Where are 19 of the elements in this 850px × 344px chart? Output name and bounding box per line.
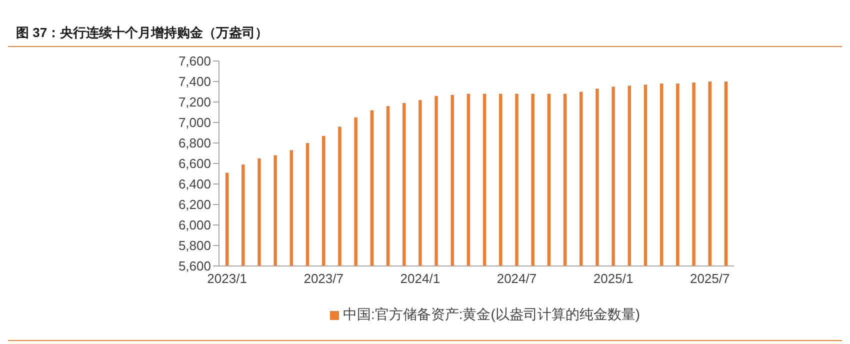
- y-tick-label: 7,400: [178, 74, 211, 90]
- y-tick-label: 7,000: [178, 115, 211, 130]
- y-tick-label: 7,200: [178, 94, 211, 110]
- y-tick-label: 6,400: [178, 176, 211, 192]
- x-tick-label: 2025/1: [593, 271, 634, 286]
- x-tick-label: 2024/7: [496, 271, 537, 286]
- x-tick-label: 2025/7: [690, 271, 730, 286]
- y-tick-label: 6,800: [178, 136, 211, 151]
- y-tick-label: 7,600: [178, 54, 211, 69]
- x-tick-label: 2024/1: [400, 271, 440, 286]
- x-tick-label: 2023/7: [304, 271, 344, 286]
- chart-title: 图 37：央行连续十个月增持购金（万盎司）: [8, 8, 842, 47]
- y-tick-label: 6,200: [178, 197, 211, 212]
- x-tick-label: 2023/1: [207, 271, 247, 286]
- y-tick-label: 6,600: [178, 156, 211, 172]
- y-tick-label: 5,800: [178, 238, 211, 254]
- legend-label: 中国:官方储备资产:黄金(以盎司计算的纯金数量): [342, 306, 640, 324]
- y-tick-label: 6,000: [178, 218, 211, 233]
- y-tick-label: 5,600: [178, 258, 211, 274]
